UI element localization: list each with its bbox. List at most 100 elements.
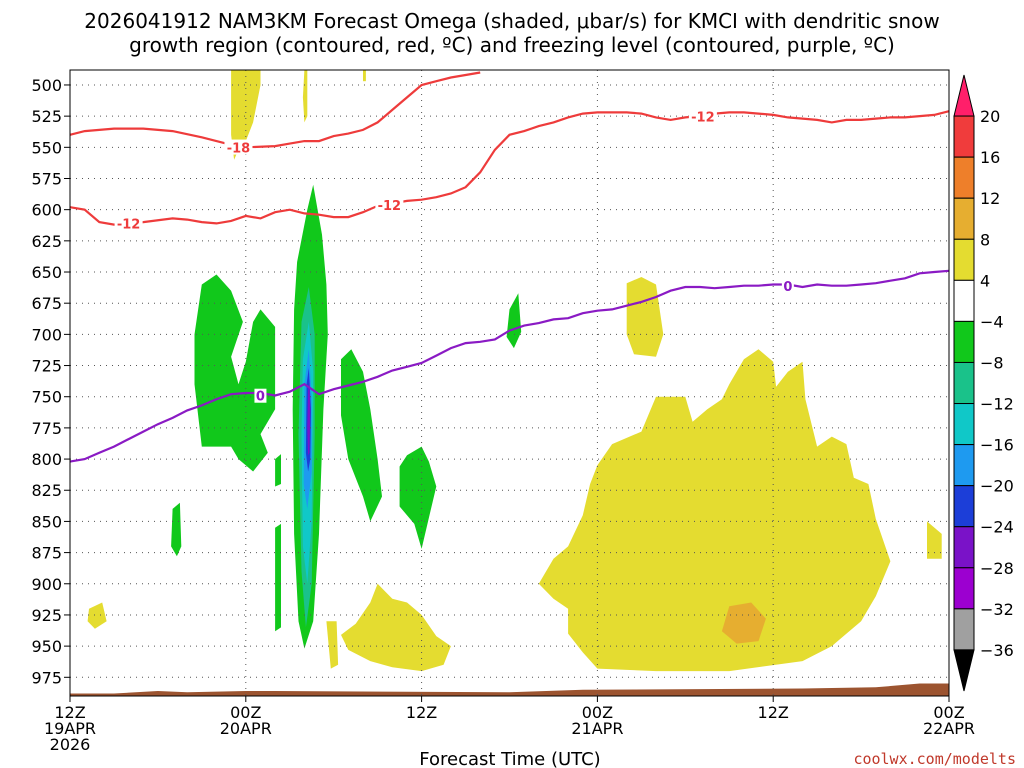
omega-region-5: [341, 583, 451, 672]
y-tick-label: 900: [31, 575, 62, 594]
colorbar-swatch: [953, 361, 975, 405]
colorbar-swatch: [953, 320, 975, 363]
colorbar-label: −4: [980, 312, 1004, 331]
x-tick-label: 21APR: [571, 719, 623, 738]
plot-area: -18 -12 -12 -12 0 0: [69, 69, 950, 697]
colorbar-label: −24: [980, 518, 1014, 537]
credit-text: coolwx.com/modelts: [853, 750, 1016, 768]
y-tick-label: 575: [31, 169, 62, 188]
y-tick-label: 750: [31, 388, 62, 407]
dendritic-contour-label: -12: [378, 199, 402, 214]
colorbar-swatch: [953, 485, 975, 528]
y-tick-label: 875: [31, 544, 62, 563]
x-tick-label: 12Z: [54, 703, 85, 722]
grid-layer: [70, 70, 949, 696]
colorbar-label: −28: [980, 559, 1014, 578]
omega-region-4: [538, 349, 891, 672]
omega-region-6: [326, 621, 339, 669]
colorbar-swatch: [953, 526, 975, 569]
colorbar-label: 20: [980, 107, 1000, 126]
x-tick-label: 12Z: [758, 703, 789, 722]
x-tick-label: 00Z: [582, 703, 613, 722]
colorbar-swatch: [953, 238, 975, 281]
y-tick-label: 525: [31, 107, 62, 126]
colorbar-swatch: [953, 403, 975, 446]
y-tick-label: 725: [31, 357, 62, 376]
omega-region-22: [307, 381, 311, 456]
contour-label-bg: [375, 196, 404, 212]
contour-layer: -18 -12 -12 -12 0 0: [69, 71, 950, 463]
x-tick-label: 12Z: [406, 703, 437, 722]
dendritic-contour-0: [69, 71, 481, 149]
x-tick-label: 19APR: [44, 719, 96, 738]
x-tick-label: 00Z: [933, 703, 964, 722]
colorbar-label: −12: [980, 395, 1014, 414]
y-tick-label: 500: [31, 76, 62, 95]
y-tick-label: 975: [31, 668, 62, 687]
freezing-label-bg: [254, 388, 267, 403]
colorbar-label: 12: [980, 189, 1000, 208]
colorbar-label: 16: [980, 148, 1000, 167]
x-tick-label: 00Z: [230, 703, 261, 722]
chart-title-line-1: 2026041912 NAM3KM Forecast Omega (shaded…: [84, 9, 939, 33]
x-tick-label: 2026: [50, 735, 91, 754]
colorbar-label: −8: [980, 353, 1004, 372]
omega-region-16: [275, 454, 281, 487]
y-tick-label: 600: [31, 201, 62, 220]
x-axis-label: Forecast Time (UTC): [419, 749, 600, 768]
omega-region-7: [87, 602, 107, 629]
contour-label-bg: [224, 139, 253, 155]
y-tick-label: 925: [31, 606, 62, 625]
y-tick-label: 825: [31, 481, 62, 500]
dendritic-contour-label: -12: [117, 218, 141, 233]
colorbar-label: −20: [980, 477, 1014, 496]
dendritic-contour-label: -12: [691, 110, 715, 125]
colorbar-swatch: [953, 567, 975, 610]
omega-region-8: [927, 521, 942, 559]
omega-region-3: [626, 277, 664, 357]
dendritic-contour-label: -18: [227, 142, 251, 157]
y-tick-label: 950: [31, 637, 62, 656]
colorbar-label: −16: [980, 436, 1014, 455]
colorbar-top-arrow: [953, 74, 975, 117]
colorbar-label: 8: [980, 230, 990, 249]
x-tick-label: 20APR: [220, 719, 272, 738]
chart-title-line-2: growth region (contoured, red, ºC) and f…: [129, 33, 895, 57]
colorbar-label: 4: [980, 271, 990, 290]
x-tick-label: 22APR: [923, 719, 975, 738]
y-tick-label: 550: [31, 138, 62, 157]
colorbar-swatch: [953, 197, 975, 240]
colorbar-swatch: [953, 115, 975, 158]
y-tick-label: 800: [31, 450, 62, 469]
omega-region-0: [231, 70, 261, 160]
colorbar-swatch: [953, 156, 975, 199]
colorbar-label: −32: [980, 600, 1014, 619]
y-tick-label: 675: [31, 294, 62, 313]
dendritic-contour-1: [69, 110, 950, 226]
colorbar-swatch: [953, 608, 975, 651]
colorbar-swatch: [953, 279, 975, 322]
y-tick-label: 650: [31, 263, 62, 282]
omega-region-2: [363, 70, 366, 82]
y-axis-ticks: 500 525 550 575 600 625 650 675 700 725 750 775 800 8…: [31, 76, 70, 687]
freezing-level-label: 0: [256, 390, 265, 405]
y-tick-label: 850: [31, 512, 62, 531]
freezing-label-bg: [781, 278, 794, 293]
y-tick-label: 775: [31, 419, 62, 438]
omega-region-17: [275, 523, 281, 632]
omega-region-10: [194, 274, 276, 472]
omega-region-12: [341, 349, 382, 522]
omega-region-13: [399, 446, 437, 549]
contour-label-bg: [688, 108, 717, 124]
plot-frame: [69, 69, 950, 697]
colorbar-swatch: [953, 444, 975, 487]
y-tick-label: 700: [31, 325, 62, 344]
y-tick-label: 625: [31, 232, 62, 251]
omega-region-15: [171, 502, 182, 557]
omega-region-14: [506, 293, 522, 349]
omega-shading-layer: [87, 70, 942, 672]
terrain-fill: [70, 683, 949, 696]
contour-label-bg: [114, 215, 143, 231]
freezing-level-label: 0: [783, 280, 792, 295]
